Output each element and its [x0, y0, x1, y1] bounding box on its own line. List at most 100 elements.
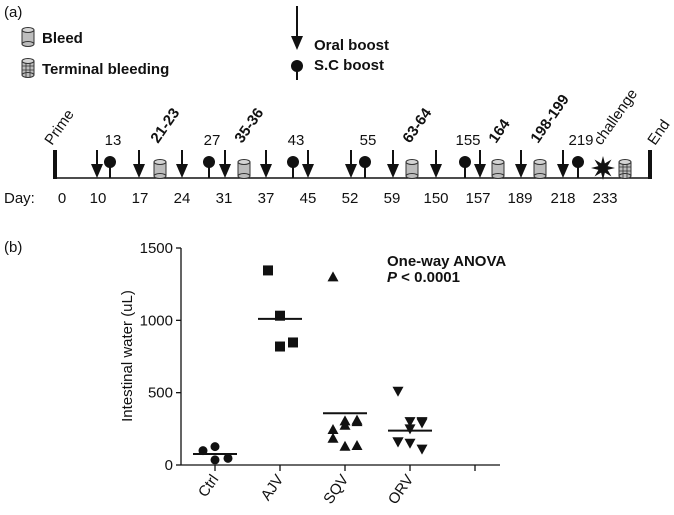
- day-tick-label: 24: [174, 190, 191, 207]
- y-tick-label: 500: [148, 385, 173, 402]
- arrow-down-icon: [345, 164, 357, 178]
- event-label: 63-64: [399, 105, 435, 147]
- pin-circle-icon: [287, 156, 299, 168]
- panel-b-label: (b): [4, 239, 22, 256]
- pin-circle-icon: [291, 60, 303, 80]
- event-label: 13: [105, 132, 122, 149]
- data-point-orv: [404, 424, 416, 435]
- day-tick-label: 10: [90, 190, 107, 207]
- timeline-event-sc: 55: [359, 132, 376, 178]
- data-point-ajv: [275, 310, 285, 321]
- x-tick-label: SQV: [320, 472, 352, 508]
- timeline-event-oral: [557, 150, 569, 178]
- arrow-down-icon: [133, 164, 145, 178]
- timeline-event-bleed: 63-64: [399, 105, 436, 179]
- data-point-ajv: [275, 341, 285, 352]
- legend-oral-label: Oral boost: [314, 37, 389, 54]
- timeline-event-sc: 27: [203, 132, 220, 178]
- timeline-event-oral: [430, 150, 442, 178]
- data-point-sqv: [351, 439, 363, 450]
- data-point-orv: [392, 437, 404, 448]
- x-tick-label: Ctrl: [195, 472, 222, 501]
- legend-terminal-label: Terminal bleeding: [42, 61, 169, 78]
- event-label: 55: [360, 132, 377, 149]
- day-tick-label: 37: [258, 190, 275, 207]
- data-point-ctrl: [210, 455, 220, 465]
- data-point-orv: [404, 438, 416, 449]
- day-tick-label: 31: [216, 190, 233, 207]
- event-label: 164: [485, 116, 514, 147]
- day-tick-label: 52: [342, 190, 359, 207]
- y-tick-label: 1500: [140, 240, 173, 257]
- bleed-icon: [237, 159, 251, 179]
- arrow-down-icon: [302, 164, 314, 178]
- timeline-event-oral: [474, 150, 486, 178]
- y-axis-label: Intestinal water (uL): [119, 290, 136, 422]
- data-point-orv: [392, 386, 404, 397]
- arrow-down-icon: [387, 164, 399, 178]
- timeline-event-oral: [387, 150, 399, 178]
- data-point-ajv: [288, 337, 298, 348]
- timeline-event-terminal: [619, 160, 631, 179]
- arrow-down-icon: [260, 164, 272, 178]
- pin-circle-icon: [572, 156, 584, 168]
- timeline: Prime End Day: 0 10 17 24 31 37 45 52 59 150 157 18…: [4, 86, 674, 207]
- day-tick-label: 218: [550, 190, 575, 207]
- arrow-down-icon: [474, 164, 486, 178]
- arrow-down-icon: [557, 164, 569, 178]
- legend-bleed: Bleed: [21, 27, 83, 47]
- end-bar: [648, 150, 652, 179]
- event-label: challenge: [590, 86, 641, 148]
- day-tick-label: 59: [384, 190, 401, 207]
- legend-terminal: Terminal bleeding: [22, 59, 169, 78]
- data-point-sqv: [339, 440, 351, 451]
- data-point-sqv: [351, 416, 363, 427]
- p-symbol: P: [387, 269, 398, 286]
- timeline-event-oral: [302, 150, 314, 178]
- data-point-ctrl: [223, 453, 233, 463]
- day-tick-label: 45: [300, 190, 317, 207]
- event-label: 43: [288, 132, 305, 149]
- event-label: 21-23: [147, 105, 183, 146]
- arrow-down-icon: [291, 6, 303, 50]
- challenge-star-icon: [591, 156, 615, 180]
- x-tick-label: ORV: [385, 472, 417, 508]
- data-point-orv: [416, 417, 428, 428]
- day-tick-label: 233: [592, 190, 617, 207]
- day-tick-label: 189: [507, 190, 532, 207]
- pin-circle-icon: [104, 156, 116, 168]
- data-point-sqv: [327, 432, 339, 443]
- legend-bleed-label: Bleed: [42, 30, 83, 47]
- dot-plot: Intestinal water (uL) One-way ANOVA P < …: [119, 240, 506, 508]
- timeline-event-oral: [133, 150, 145, 178]
- bleed-icon: [533, 159, 547, 179]
- day-tick-label: 17: [132, 190, 149, 207]
- end-label: End: [644, 117, 673, 149]
- legend-oral: Oral boost: [291, 6, 389, 54]
- bleed-icon: [153, 159, 167, 179]
- data-point-ajv: [263, 265, 273, 276]
- timeline-event-sc: 43: [287, 132, 304, 178]
- day-tick-label: 157: [465, 190, 490, 207]
- arrow-down-icon: [430, 164, 442, 178]
- timeline-event-bleed: 164: [485, 116, 514, 179]
- timeline-event-oral: [515, 150, 527, 178]
- legend-sc: S.C boost: [291, 57, 384, 80]
- panel-a-label: (a): [4, 4, 22, 21]
- bleed-icon: [491, 159, 505, 179]
- timeline-event-challenge: challenge: [590, 86, 641, 180]
- x-tick-label: AJV: [258, 472, 288, 504]
- terminal-bleeding-icon: [619, 160, 631, 179]
- p-value-label: P < 0.0001: [387, 269, 460, 286]
- data-point-ctrl: [198, 446, 208, 456]
- event-label: 155: [455, 132, 480, 149]
- event-label: 198-199: [527, 91, 573, 146]
- timeline-event-oral: [345, 150, 357, 178]
- p-value: < 0.0001: [397, 269, 460, 286]
- data-point-orv: [404, 417, 416, 428]
- timeline-event-sc: 219: [568, 132, 594, 178]
- arrow-down-icon: [219, 164, 231, 178]
- arrow-down-icon: [515, 164, 527, 178]
- timeline-event-oral: [260, 150, 272, 178]
- arrow-down-icon: [91, 164, 103, 178]
